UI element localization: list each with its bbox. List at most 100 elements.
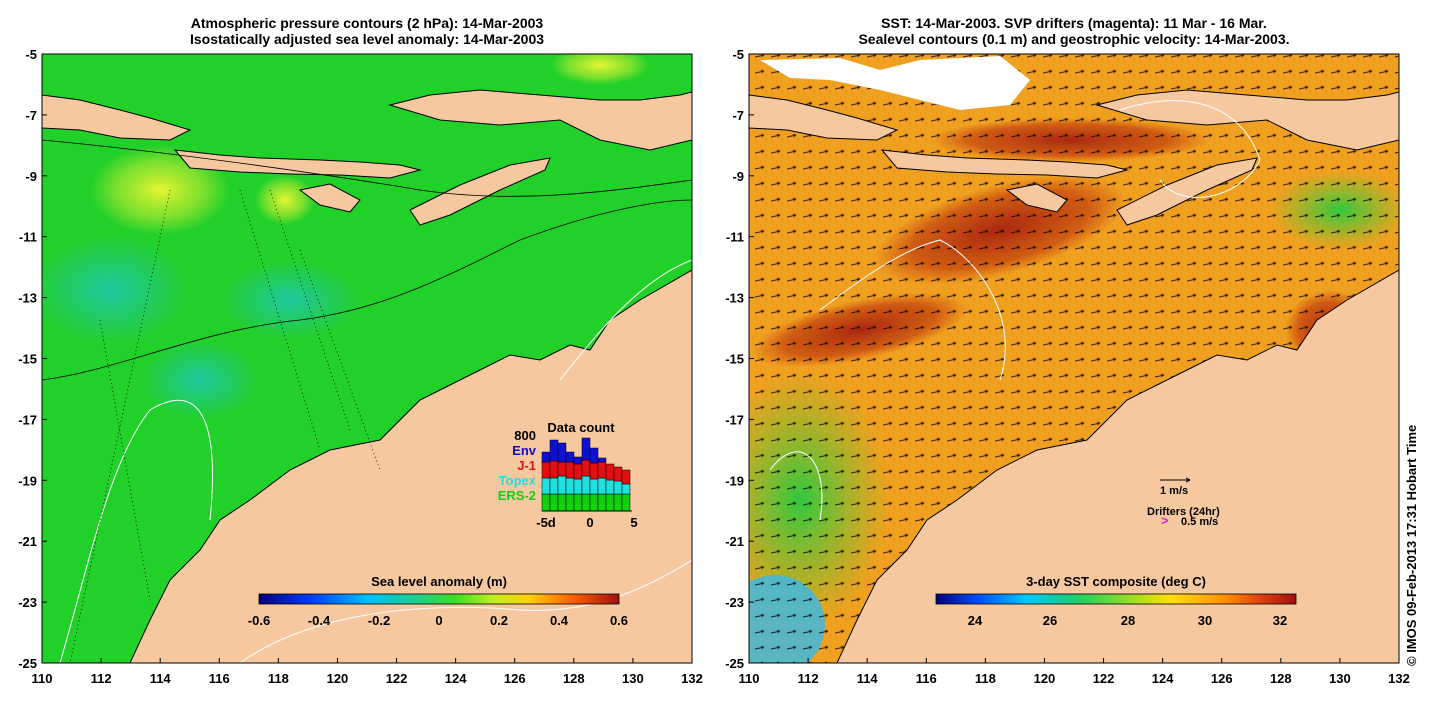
right-x-tick-label: 110 bbox=[739, 671, 760, 686]
data-count-bar bbox=[613, 466, 623, 512]
left-pressure-contour-3 bbox=[239, 559, 692, 663]
data-count-legend-env: Env bbox=[512, 443, 537, 458]
left-bathymetry-line bbox=[42, 139, 692, 197]
left-x-tick-label: 118 bbox=[268, 671, 289, 686]
left-high-anomaly-3 bbox=[550, 54, 650, 85]
right-y-tick-label: -19 bbox=[725, 473, 744, 488]
data-count-max: 800 bbox=[514, 428, 536, 443]
right-x-tick-label: 124 bbox=[1152, 671, 1174, 686]
right-y-tick-label: -21 bbox=[725, 534, 744, 549]
right-y-tick-label: -9 bbox=[732, 169, 744, 184]
right-map bbox=[749, 54, 1399, 663]
right-land-sumba bbox=[1005, 183, 1068, 213]
right-y-tick-label: -15 bbox=[725, 352, 744, 367]
data-count-legend-j1: J-1 bbox=[517, 458, 536, 473]
left-low-anomaly-2 bbox=[140, 340, 260, 420]
left-colorbar bbox=[258, 593, 620, 605]
right-colorbar bbox=[935, 593, 1297, 605]
left-land-sulawesi-islands bbox=[388, 89, 692, 151]
left-colorbar-ticks: -0.6 -0.4 -0.2 0 0.2 0.4 0.6 bbox=[248, 613, 628, 628]
left-y-tick-label: -9 bbox=[25, 169, 37, 184]
right-x-tick-label: 132 bbox=[1388, 671, 1410, 686]
right-title-line1: SST: 14-Mar-2003. SVP drifters (magenta)… bbox=[881, 15, 1267, 31]
left-y-tick-label: -19 bbox=[18, 473, 37, 488]
left-x-tick-label: 124 bbox=[445, 671, 467, 686]
left-x-tick-label: 116 bbox=[209, 671, 230, 686]
left-x-tick-label: 128 bbox=[563, 671, 585, 686]
right-x-tick-label: 120 bbox=[1034, 671, 1056, 686]
right-y-tick-label: -7 bbox=[732, 108, 744, 123]
left-bathymetry-line-2 bbox=[42, 199, 692, 381]
left-colorbar-tick: -0.2 bbox=[368, 613, 390, 628]
left-x-tick-label: 122 bbox=[386, 671, 408, 686]
right-colorbar-ticks: 24 26 28 30 32 bbox=[968, 613, 1287, 628]
right-panel-title: SST: 14-Mar-2003. SVP drifters (magenta)… bbox=[749, 15, 1399, 47]
left-colorbar-tick: 0.6 bbox=[610, 613, 628, 628]
right-colorbar-tick: 26 bbox=[1043, 613, 1057, 628]
left-land-timor bbox=[409, 157, 551, 226]
right-colorbar-tick: 24 bbox=[968, 613, 983, 628]
right-land-australia bbox=[836, 269, 1399, 663]
left-pressure-contour-2 bbox=[559, 259, 692, 381]
right-colorbar-tick: 28 bbox=[1121, 613, 1135, 628]
right-x-tick-label: 126 bbox=[1211, 671, 1233, 686]
data-count-xtick: 5 bbox=[630, 515, 637, 530]
right-x-tick-label: 118 bbox=[975, 671, 996, 686]
right-y-tick-label: -5 bbox=[732, 47, 744, 62]
data-count-bar bbox=[589, 447, 599, 512]
left-colorbar-tick: 0.2 bbox=[490, 613, 508, 628]
left-land-java bbox=[42, 94, 192, 141]
left-x-tick-label: 132 bbox=[681, 671, 703, 686]
data-count-bar bbox=[573, 456, 583, 512]
right-land-timor bbox=[1116, 157, 1258, 226]
left-low-anomaly-3 bbox=[220, 260, 360, 340]
right-colorbar-label: 3-day SST composite (deg C) bbox=[1026, 574, 1206, 589]
left-pressure-contour bbox=[59, 399, 213, 663]
left-colorbar-tick: 0 bbox=[435, 613, 442, 628]
right-x-tick-label: 130 bbox=[1329, 671, 1351, 686]
data-count-legend-ers2: ERS-2 bbox=[498, 488, 536, 503]
data-count-xtick: 0 bbox=[586, 515, 593, 530]
right-y-tick-label: -25 bbox=[725, 656, 744, 671]
drifter-speed-label: 0.5 m/s bbox=[1181, 516, 1218, 528]
left-colorbar-label: Sea level anomaly (m) bbox=[371, 574, 507, 589]
data-count-inset: Data count 800 Env J-1 Topex ERS-2 -5d 0… bbox=[498, 420, 638, 530]
right-title-line2: Sealevel contours (0.1 m) and geostrophi… bbox=[858, 31, 1290, 47]
left-y-tick-label: -23 bbox=[18, 595, 37, 610]
right-land-java bbox=[749, 94, 899, 141]
left-altimeter-tracks bbox=[69, 189, 381, 663]
right-y-tick-label: -13 bbox=[725, 291, 744, 306]
left-y-tick-label: -25 bbox=[18, 656, 37, 671]
left-colorbar-tick: -0.4 bbox=[308, 613, 331, 628]
right-x-tick-label: 122 bbox=[1093, 671, 1115, 686]
left-y-tick-label: -17 bbox=[18, 412, 37, 427]
left-title-line2: Isostatically adjusted sea level anomaly… bbox=[189, 31, 545, 47]
data-count-bar bbox=[581, 437, 591, 512]
left-land-australia bbox=[129, 269, 692, 663]
right-x-tick-label: 112 bbox=[798, 671, 819, 686]
right-x-tick-label: 114 bbox=[857, 671, 879, 686]
right-x-tick-label: 128 bbox=[1270, 671, 1292, 686]
left-x-tick-label: 112 bbox=[91, 671, 112, 686]
right-land-islands bbox=[1095, 89, 1399, 151]
left-low-anomaly bbox=[42, 235, 190, 345]
right-x-tick-label: 116 bbox=[916, 671, 937, 686]
right-velocity-legend: 1 m/s Drifters (24hr) > 0.5 m/s bbox=[1147, 477, 1220, 528]
right-sealevel-contour-3 bbox=[769, 451, 823, 521]
right-cloud-mask bbox=[760, 56, 1030, 110]
left-x-tick-label: 114 bbox=[150, 671, 172, 686]
left-colorbar-tick: -0.6 bbox=[248, 613, 270, 628]
right-y-tick-label: -11 bbox=[726, 230, 744, 245]
left-y-tick-label: -15 bbox=[18, 352, 37, 367]
data-count-bar bbox=[597, 457, 607, 512]
left-panel-title: Atmospheric pressure contours (2 hPa): 1… bbox=[42, 15, 692, 47]
right-y-tick-label: -17 bbox=[725, 412, 744, 427]
left-colorbar-tick: 0.4 bbox=[550, 613, 569, 628]
left-land-lesser-sunda bbox=[173, 149, 422, 179]
velocity-scale-label: 1 m/s bbox=[1160, 485, 1188, 497]
drifters-label: Drifters (24hr) bbox=[1147, 506, 1220, 518]
left-land-sumba bbox=[298, 183, 361, 213]
velocity-scale-arrowhead bbox=[1185, 477, 1191, 483]
